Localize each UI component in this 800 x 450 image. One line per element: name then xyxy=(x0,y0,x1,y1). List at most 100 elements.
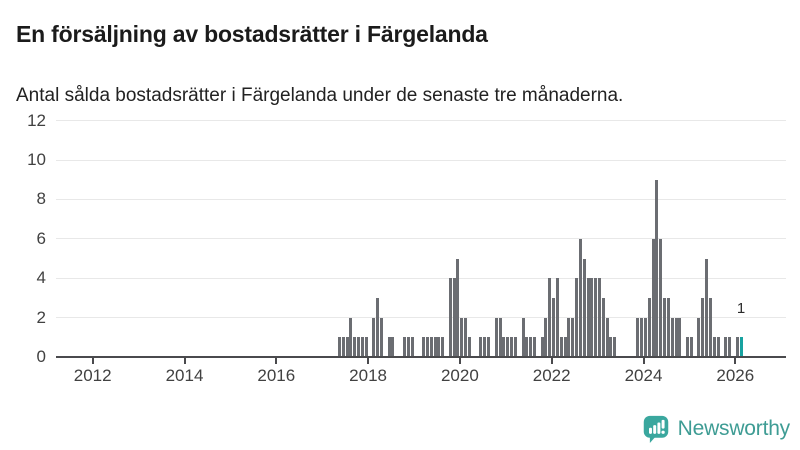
bar xyxy=(701,297,705,356)
bar xyxy=(364,337,368,356)
y-tick-label: 12 xyxy=(27,110,46,130)
bar xyxy=(441,337,445,356)
x-tick-label: 2020 xyxy=(440,366,479,385)
bar xyxy=(647,297,651,356)
y-gridline xyxy=(56,159,786,161)
bar xyxy=(425,337,429,356)
y-tick-label: 8 xyxy=(36,189,46,209)
bar xyxy=(357,337,361,356)
chart-subtitle: Antal sålda bostadsrätter i Färgelanda u… xyxy=(16,85,624,106)
bar xyxy=(498,317,502,356)
bar xyxy=(712,337,716,356)
bar xyxy=(708,297,712,356)
bar xyxy=(376,297,380,356)
bar xyxy=(540,337,544,356)
x-tick-label: 2026 xyxy=(716,366,755,385)
x-axis-line xyxy=(56,356,786,359)
bar xyxy=(651,238,655,356)
bar xyxy=(372,317,376,356)
bar xyxy=(685,337,689,356)
y-tick-label: 2 xyxy=(36,307,46,327)
bar xyxy=(406,337,410,356)
bar xyxy=(640,317,644,356)
bar xyxy=(663,297,667,356)
bar xyxy=(605,317,609,356)
bar xyxy=(552,297,556,356)
y-gridline xyxy=(56,317,786,319)
y-gridline xyxy=(56,198,786,200)
bar xyxy=(422,337,426,356)
newsworthy-logo-icon xyxy=(643,415,668,443)
x-tick-mark xyxy=(367,358,370,365)
bar xyxy=(724,337,728,356)
y-tick-label: 6 xyxy=(36,228,46,248)
bar xyxy=(345,337,349,356)
x-tick-mark xyxy=(183,358,186,365)
bar xyxy=(728,337,732,356)
bar xyxy=(467,337,471,356)
bar xyxy=(544,317,548,356)
x-tick-label: 2018 xyxy=(349,366,387,385)
bar xyxy=(590,278,594,356)
bar xyxy=(643,317,647,356)
bar xyxy=(510,337,514,356)
bar xyxy=(337,337,341,356)
bar xyxy=(670,317,674,356)
bar xyxy=(571,317,575,356)
bar xyxy=(483,337,487,356)
x-tick-label: 2024 xyxy=(624,366,663,385)
x-tick-label: 2022 xyxy=(532,366,571,385)
bar xyxy=(391,337,395,356)
x-tick-mark xyxy=(550,358,553,365)
bar xyxy=(379,317,383,356)
bar xyxy=(559,337,563,356)
x-tick-mark xyxy=(642,358,645,365)
bar xyxy=(494,317,498,356)
bar xyxy=(360,337,364,356)
y-tick-label: 0 xyxy=(36,347,46,366)
highlight-bar xyxy=(739,337,743,356)
x-tick-label: 2014 xyxy=(165,366,204,385)
chart-title: En försäljning av bostadsrätter i Färgel… xyxy=(16,21,488,48)
newsworthy-logo-text: Newsworthy xyxy=(677,417,791,440)
y-gridline xyxy=(56,238,786,240)
bar xyxy=(529,337,533,356)
bar xyxy=(613,337,617,356)
bar xyxy=(433,337,437,356)
bar xyxy=(575,278,579,356)
bar xyxy=(387,337,391,356)
bar xyxy=(586,278,590,356)
x-tick-mark xyxy=(91,358,94,365)
y-gridline xyxy=(56,120,786,122)
y-tick-label: 10 xyxy=(27,150,46,169)
bar xyxy=(578,238,582,356)
bar xyxy=(598,278,601,356)
bar xyxy=(479,337,483,356)
bar xyxy=(678,317,682,356)
y-gridline xyxy=(56,277,786,279)
bar xyxy=(460,317,464,356)
bar xyxy=(636,317,640,356)
bar xyxy=(349,317,353,356)
bar xyxy=(452,278,456,356)
bar xyxy=(525,337,529,356)
bar xyxy=(502,337,506,356)
bar xyxy=(555,278,559,356)
bar xyxy=(705,258,709,356)
bar xyxy=(655,179,659,356)
bar xyxy=(464,317,468,356)
bar xyxy=(659,238,663,356)
bar xyxy=(609,337,613,356)
bar xyxy=(601,297,605,356)
bar xyxy=(532,337,536,356)
bar xyxy=(410,337,414,356)
x-tick-label: 2012 xyxy=(73,366,112,385)
last-value-label: 1 xyxy=(736,300,746,317)
bar xyxy=(487,337,491,356)
bar xyxy=(521,317,525,356)
bar xyxy=(456,258,460,356)
bar xyxy=(506,337,510,356)
bar xyxy=(353,337,357,356)
